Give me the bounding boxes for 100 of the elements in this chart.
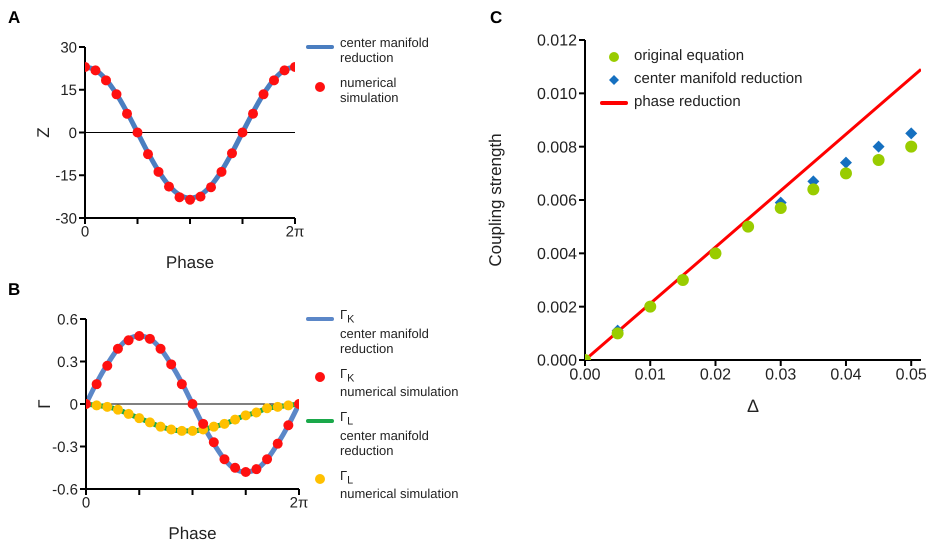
- point: [132, 128, 143, 138]
- point: [156, 422, 166, 432]
- point: [230, 462, 240, 473]
- y-tick-label: 30: [60, 39, 77, 56]
- point: [840, 167, 852, 180]
- y-tick-label: 0.010: [536, 86, 578, 104]
- y-tick-label: 0.3: [57, 354, 78, 371]
- point: [676, 274, 689, 286]
- legend-label: Γ$_{L}$ numerical simulation: [340, 468, 458, 502]
- x-tick-label: 0.01: [634, 366, 666, 384]
- point: [185, 194, 196, 205]
- y-tick-label: -30: [55, 210, 77, 228]
- y-tick-label: 0.012: [536, 32, 578, 50]
- point: [240, 467, 251, 477]
- y-tick-label: 15: [60, 82, 77, 100]
- y-tick-label: 0.008: [536, 139, 578, 156]
- y-tick-label: -0.3: [52, 438, 78, 456]
- y-tick-label: 0: [68, 124, 77, 142]
- point: [237, 128, 248, 138]
- point: [112, 344, 123, 354]
- y-tick-label: -0.6: [52, 481, 78, 498]
- point: [154, 166, 164, 177]
- point: [144, 334, 155, 344]
- point: [164, 182, 174, 192]
- x-tick-label: 0.02: [700, 366, 732, 384]
- point: [102, 402, 112, 412]
- point: [174, 192, 184, 202]
- point: [742, 220, 754, 233]
- x-tick-label: 0.05: [896, 366, 927, 384]
- legend-label: Γ$_{L}$ center manifold reduction: [340, 409, 430, 458]
- point: [124, 335, 134, 346]
- y-tick-label: 0.002: [536, 299, 578, 316]
- point: [208, 437, 219, 448]
- point: [262, 454, 272, 464]
- point: [188, 399, 198, 409]
- x-axis-title: Phase: [168, 524, 217, 543]
- chart-title: C: [490, 8, 502, 28]
- point: [92, 379, 102, 390]
- point: [872, 154, 885, 166]
- x-axis-title: Phase: [166, 253, 214, 272]
- point: [219, 418, 230, 429]
- point: [188, 426, 198, 436]
- point: [840, 156, 852, 169]
- point: [644, 300, 656, 313]
- point: [251, 464, 262, 474]
- point: [258, 89, 269, 100]
- point: [905, 140, 918, 153]
- point: [226, 148, 237, 158]
- y-axis-title: Γ: [35, 399, 54, 409]
- point: [206, 182, 216, 192]
- point: [269, 75, 280, 86]
- point: [102, 360, 112, 371]
- point: [156, 344, 166, 354]
- point: [807, 183, 820, 196]
- point: [272, 402, 283, 412]
- point: [240, 410, 251, 420]
- point: [111, 89, 122, 100]
- point: [612, 327, 624, 340]
- x-tick-label: 0.04: [830, 366, 862, 384]
- y-tick-label: 0.006: [536, 192, 578, 210]
- y-tick-label: 0.6: [57, 311, 78, 328]
- legend-label: center manifold reduction: [340, 35, 430, 65]
- point: [176, 379, 187, 390]
- point: [230, 414, 240, 425]
- legend-label: Γ$_{K}$ center manifold reduction: [340, 307, 430, 356]
- x-tick-label: 0.03: [765, 366, 796, 384]
- point: [143, 149, 154, 160]
- point: [198, 418, 208, 429]
- point: [124, 408, 134, 419]
- point: [219, 454, 230, 464]
- chart-title: B: [8, 280, 20, 300]
- point: [709, 247, 722, 260]
- point: [166, 424, 176, 434]
- legend-label: Γ$_{K}$ numerical simulation: [340, 366, 458, 400]
- y-tick-label: 0.004: [536, 246, 578, 264]
- x-tick-label: 0.00: [569, 366, 601, 384]
- legend-label: center manifold reduction: [634, 70, 802, 87]
- x-axis-title: Δ: [746, 396, 760, 416]
- y-axis-title: Z: [34, 127, 54, 138]
- point: [262, 403, 272, 414]
- point: [283, 400, 294, 410]
- y-tick-label: 0: [70, 396, 78, 414]
- point: [272, 438, 283, 449]
- point: [100, 75, 111, 86]
- point: [283, 420, 294, 430]
- y-axis-title: Coupling strength: [486, 133, 506, 267]
- point: [196, 192, 206, 202]
- point: [216, 166, 226, 177]
- point: [92, 400, 102, 410]
- legend-label: original equation: [634, 47, 744, 64]
- point: [248, 108, 258, 119]
- point: [208, 422, 219, 432]
- legend-label: phase reduction: [634, 93, 741, 110]
- point: [166, 359, 176, 370]
- chart-title: A: [8, 8, 20, 28]
- point: [134, 331, 144, 341]
- point: [251, 408, 262, 418]
- point: [122, 108, 132, 119]
- point: [905, 127, 918, 140]
- point: [774, 202, 787, 214]
